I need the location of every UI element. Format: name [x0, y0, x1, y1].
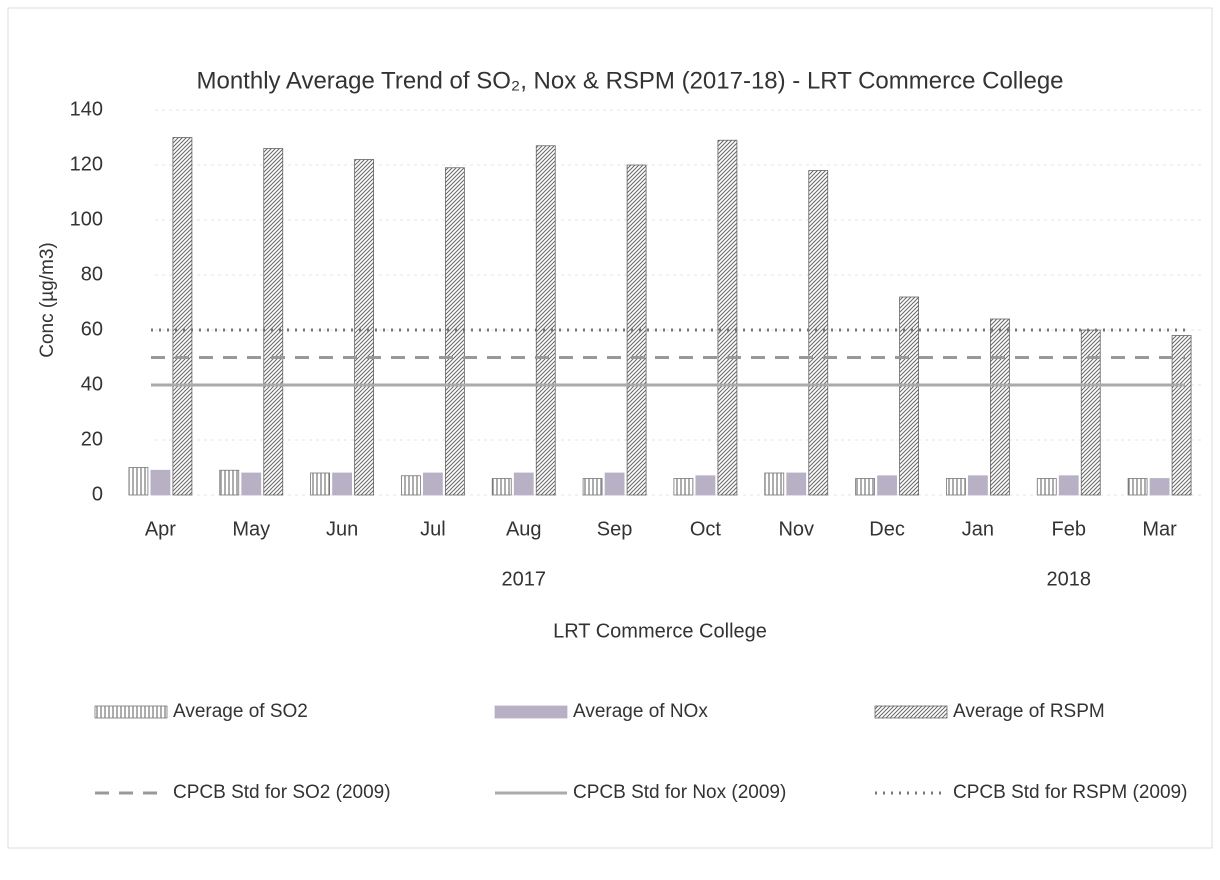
x-tick-label: Aug	[506, 518, 542, 540]
bar	[764, 472, 785, 496]
bar	[150, 469, 171, 496]
y-tick-label: 80	[81, 263, 103, 285]
x-tick-label: Jan	[962, 518, 994, 540]
bar	[1058, 475, 1079, 496]
y-tick-label: 140	[70, 98, 103, 120]
legend-label: CPCB Std for RSPM (2009)	[953, 782, 1187, 803]
y-tick-label: 100	[70, 208, 103, 230]
y-tick-label: 120	[70, 153, 103, 175]
bar	[310, 472, 330, 496]
x-tick-label: Jul	[420, 518, 446, 540]
bar	[968, 475, 988, 496]
bar	[1149, 478, 1170, 496]
bar	[604, 472, 625, 496]
legend-swatch	[94, 705, 168, 719]
bar	[401, 475, 421, 496]
bar	[219, 469, 240, 496]
chart-frame	[7, 7, 1213, 849]
bar	[1171, 335, 1192, 496]
y-tick-label: 60	[81, 318, 103, 340]
x-tick-label: Feb	[1052, 518, 1086, 540]
x-tick-label: Nov	[778, 518, 814, 540]
x-tick-label: Jun	[326, 518, 358, 540]
legend-label: CPCB Std for Nox (2009)	[573, 782, 786, 803]
bar	[172, 137, 193, 496]
x-axis-label: LRT Commerce College	[553, 620, 767, 642]
bar	[1080, 329, 1101, 496]
x-tick-label: Apr	[145, 518, 176, 540]
x-tick-label: Oct	[690, 518, 722, 540]
bar	[491, 478, 512, 496]
bar	[1127, 478, 1148, 496]
y-tick-label: 0	[92, 483, 103, 505]
y-tick-label: 40	[81, 373, 103, 395]
y-axis-label: Conc (µg/m3)	[37, 242, 58, 357]
bar	[808, 170, 829, 496]
bar	[513, 472, 534, 496]
bar	[354, 159, 374, 496]
legend-label: CPCB Std for SO2 (2009)	[173, 782, 391, 803]
bar	[786, 472, 807, 496]
legend-swatch	[494, 705, 568, 719]
y-tick-label: 20	[81, 428, 103, 450]
bar	[332, 472, 352, 496]
x-group-label: 2018	[1047, 568, 1092, 590]
bar	[877, 475, 897, 496]
bar	[535, 145, 556, 496]
legend-label: Average of RSPM	[953, 701, 1105, 722]
x-tick-label: May	[232, 518, 270, 540]
bar	[990, 318, 1010, 496]
chart-title: Monthly Average Trend of SO₂, Nox & RSPM…	[196, 67, 1063, 94]
bar	[899, 296, 919, 496]
bar	[946, 478, 966, 496]
bar	[855, 478, 875, 496]
x-tick-label: Dec	[869, 518, 905, 540]
bar	[1036, 478, 1057, 496]
bar	[673, 478, 694, 496]
legend-label: Average of SO2	[173, 701, 308, 722]
bar	[241, 472, 262, 496]
bar	[263, 148, 284, 496]
legend-label: Average of NOx	[573, 701, 708, 722]
bar	[582, 478, 603, 496]
bar	[128, 467, 149, 496]
bar	[717, 139, 738, 496]
x-tick-label: Mar	[1142, 518, 1177, 540]
x-group-label: 2017	[502, 568, 547, 590]
legend-swatch	[874, 705, 948, 719]
bar	[695, 475, 716, 496]
bar	[423, 472, 443, 496]
bar	[626, 164, 647, 496]
x-tick-label: Sep	[597, 518, 633, 540]
